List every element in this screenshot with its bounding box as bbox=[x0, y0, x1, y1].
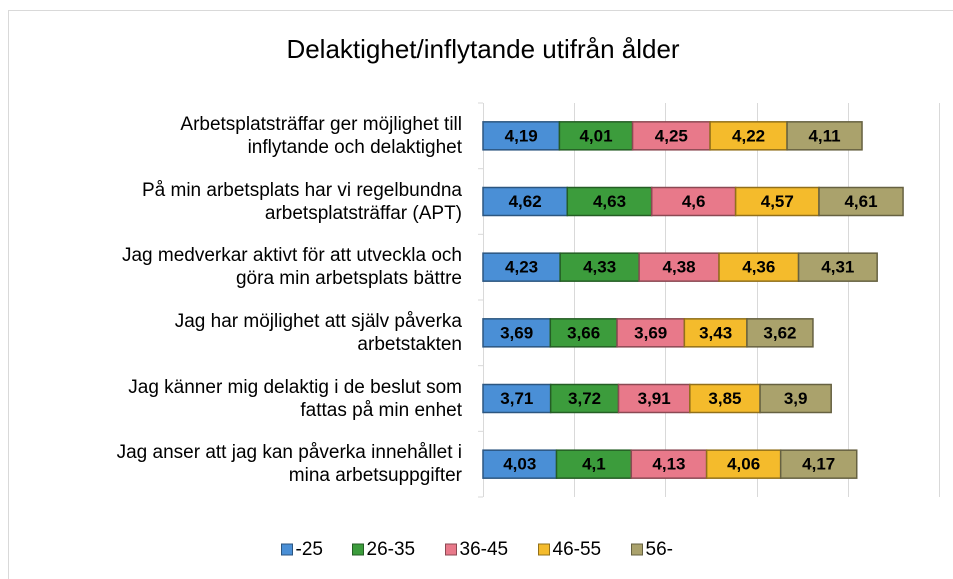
value-label: 4,62 bbox=[509, 192, 542, 211]
bar-segment bbox=[797, 252, 878, 282]
value-label: 4,6 bbox=[682, 192, 706, 211]
value-label: 4,03 bbox=[503, 455, 536, 474]
legend-swatch bbox=[352, 543, 364, 556]
bar-segment bbox=[718, 252, 800, 282]
bar-segment bbox=[818, 186, 904, 217]
value-label: 3,43 bbox=[699, 323, 732, 342]
category-label: Arbetsplatsträffar ger möjlighet till in… bbox=[180, 113, 462, 158]
category-label: Jag känner mig delaktig i de beslut som … bbox=[128, 376, 462, 421]
bar-segment bbox=[566, 186, 653, 217]
value-label: 4,61 bbox=[844, 192, 877, 211]
value-label: 4,06 bbox=[727, 455, 760, 474]
bar-segment bbox=[631, 121, 711, 151]
bar-segment bbox=[746, 318, 814, 348]
bar-segment bbox=[759, 383, 832, 414]
value-label: 3,62 bbox=[763, 323, 796, 342]
bar-segment bbox=[482, 186, 569, 217]
value-label: 3,71 bbox=[500, 389, 533, 408]
bar-segment bbox=[482, 318, 552, 348]
value-label: 3,69 bbox=[500, 323, 533, 342]
value-label: 4,19 bbox=[505, 126, 538, 145]
legend-label: 46-55 bbox=[553, 539, 602, 560]
category-label: Jag har möjlighet att själv påverka arbe… bbox=[174, 310, 462, 355]
bar-segment bbox=[617, 383, 691, 414]
value-label: 4,01 bbox=[579, 126, 612, 145]
chart-title: Delaktighet/inflytande utifrån ålder bbox=[286, 34, 679, 64]
category-label: På min arbetsplats har vi regelbundna ar… bbox=[141, 179, 462, 224]
value-label: 4,17 bbox=[802, 455, 835, 474]
value-label: 4,33 bbox=[583, 258, 616, 277]
legend-label: 36-45 bbox=[460, 539, 509, 560]
value-label: 3,66 bbox=[567, 323, 600, 342]
bar-segment bbox=[630, 449, 708, 479]
bar-segment bbox=[549, 383, 620, 414]
bar-segment bbox=[786, 121, 863, 151]
value-label: 4,25 bbox=[655, 126, 688, 145]
value-label: 4,23 bbox=[505, 258, 538, 277]
legend-swatch bbox=[631, 543, 643, 556]
bar-segment bbox=[779, 449, 858, 479]
category-label: Jag medverkar aktivt för att utveckla oc… bbox=[121, 245, 462, 290]
value-label: 4,57 bbox=[761, 192, 794, 211]
bar-segment bbox=[683, 318, 748, 348]
value-label: 3,69 bbox=[634, 323, 667, 342]
value-label: 3,9 bbox=[784, 389, 808, 408]
value-label: 4,22 bbox=[732, 126, 765, 145]
value-label: 3,72 bbox=[568, 389, 601, 408]
bar-segment bbox=[555, 449, 633, 479]
chart-frame bbox=[8, 10, 953, 579]
bar-segment bbox=[650, 186, 737, 217]
bar-segment bbox=[616, 318, 686, 348]
value-label: 4,63 bbox=[593, 192, 626, 211]
bar-segment bbox=[559, 252, 640, 282]
legend-swatch bbox=[281, 543, 293, 556]
legend-swatch bbox=[445, 543, 457, 556]
bar-segment bbox=[482, 252, 561, 282]
legend-swatch bbox=[538, 543, 550, 556]
legend-label: -25 bbox=[296, 539, 323, 560]
value-label: 4,36 bbox=[742, 258, 775, 277]
bar-segment bbox=[705, 449, 782, 479]
value-label: 4,38 bbox=[663, 258, 696, 277]
value-label: 4,31 bbox=[821, 258, 854, 277]
bar-segment bbox=[558, 121, 634, 151]
value-label: 4,13 bbox=[652, 455, 685, 474]
legend-label: 56- bbox=[646, 539, 673, 560]
category-label: Jag anser att jag kan påverka innehållet… bbox=[116, 442, 462, 487]
value-label: 3,91 bbox=[638, 389, 671, 408]
value-label: 3,85 bbox=[708, 389, 741, 408]
legend-label: 26-35 bbox=[367, 539, 416, 560]
bar-segment bbox=[689, 383, 761, 414]
bar-segment bbox=[638, 252, 720, 282]
value-label: 4,1 bbox=[582, 455, 606, 474]
value-label: 4,11 bbox=[808, 126, 840, 145]
